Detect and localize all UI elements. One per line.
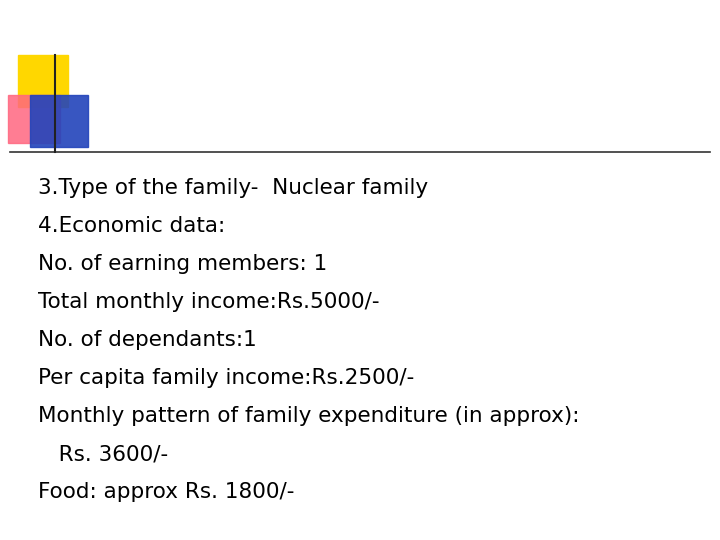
Text: No. of earning members: 1: No. of earning members: 1 — [38, 254, 328, 274]
Text: Monthly pattern of family expenditure (in approx):: Monthly pattern of family expenditure (i… — [38, 406, 580, 426]
Bar — [30, 95, 88, 147]
Text: Rs. 3600/-: Rs. 3600/- — [38, 444, 168, 464]
Text: Total monthly income:Rs.5000/-: Total monthly income:Rs.5000/- — [38, 292, 379, 312]
Text: Per capita family income:Rs.2500/-: Per capita family income:Rs.2500/- — [38, 368, 414, 388]
Bar — [18, 55, 68, 107]
Text: No. of dependants:1: No. of dependants:1 — [38, 330, 257, 350]
Text: Food: approx Rs. 1800/-: Food: approx Rs. 1800/- — [38, 482, 294, 502]
Text: 3.Type of the family-  Nuclear family: 3.Type of the family- Nuclear family — [38, 178, 428, 198]
Text: 4.Economic data:: 4.Economic data: — [38, 216, 225, 236]
Bar — [8, 95, 60, 143]
